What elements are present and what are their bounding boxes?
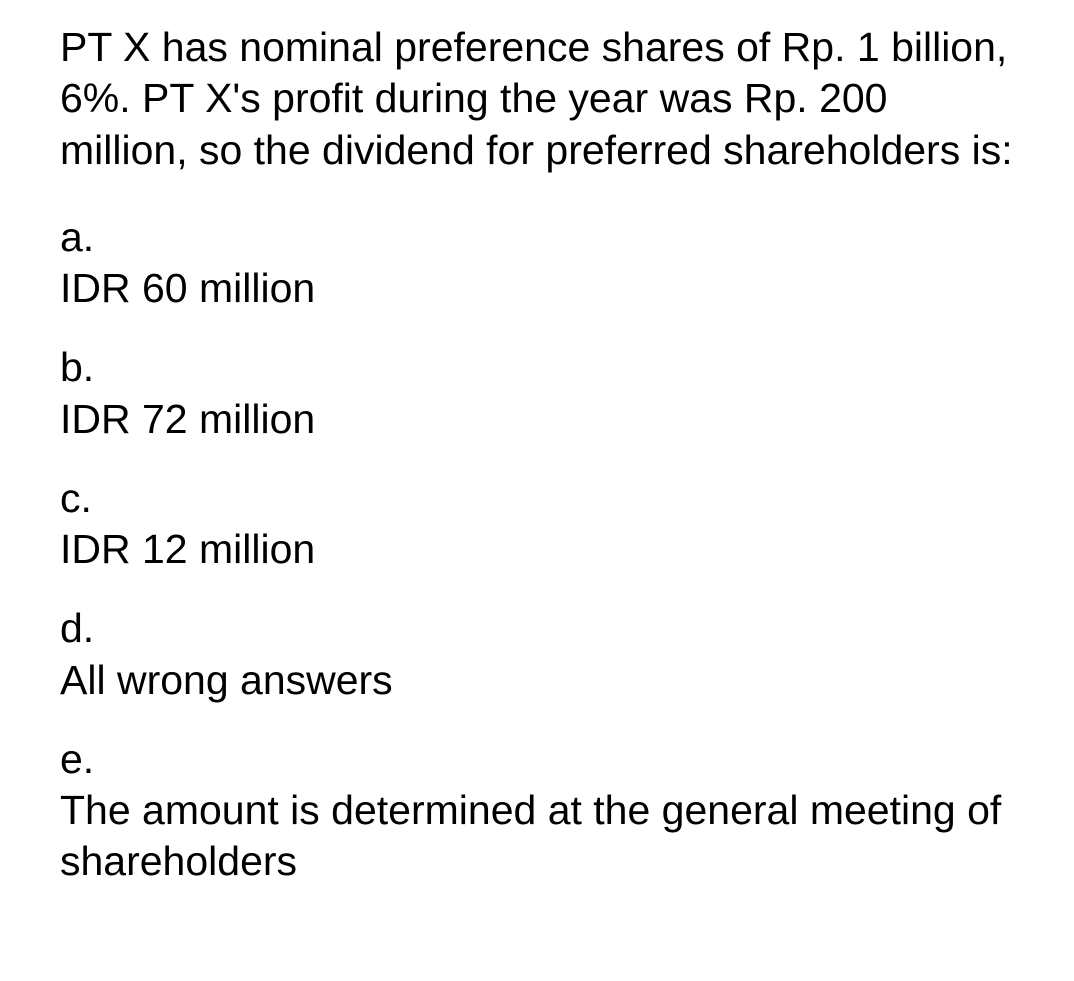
option-letter: e.	[60, 734, 1014, 785]
option-text: The amount is determined at the general …	[60, 785, 1014, 888]
option-c[interactable]: c. IDR 12 million	[60, 473, 1014, 576]
option-text: All wrong answers	[60, 655, 1014, 706]
option-letter: d.	[60, 603, 1014, 654]
option-e[interactable]: e. The amount is determined at the gener…	[60, 734, 1014, 888]
option-a[interactable]: a. IDR 60 million	[60, 212, 1014, 315]
option-text: IDR 72 million	[60, 394, 1014, 445]
option-letter: b.	[60, 342, 1014, 393]
question-page: PT X has nominal preference shares of Rp…	[0, 0, 1074, 888]
question-stem: PT X has nominal preference shares of Rp…	[60, 22, 1014, 176]
option-b[interactable]: b. IDR 72 million	[60, 342, 1014, 445]
option-text: IDR 12 million	[60, 524, 1014, 575]
option-letter: c.	[60, 473, 1014, 524]
option-d[interactable]: d. All wrong answers	[60, 603, 1014, 706]
option-text: IDR 60 million	[60, 263, 1014, 314]
option-letter: a.	[60, 212, 1014, 263]
